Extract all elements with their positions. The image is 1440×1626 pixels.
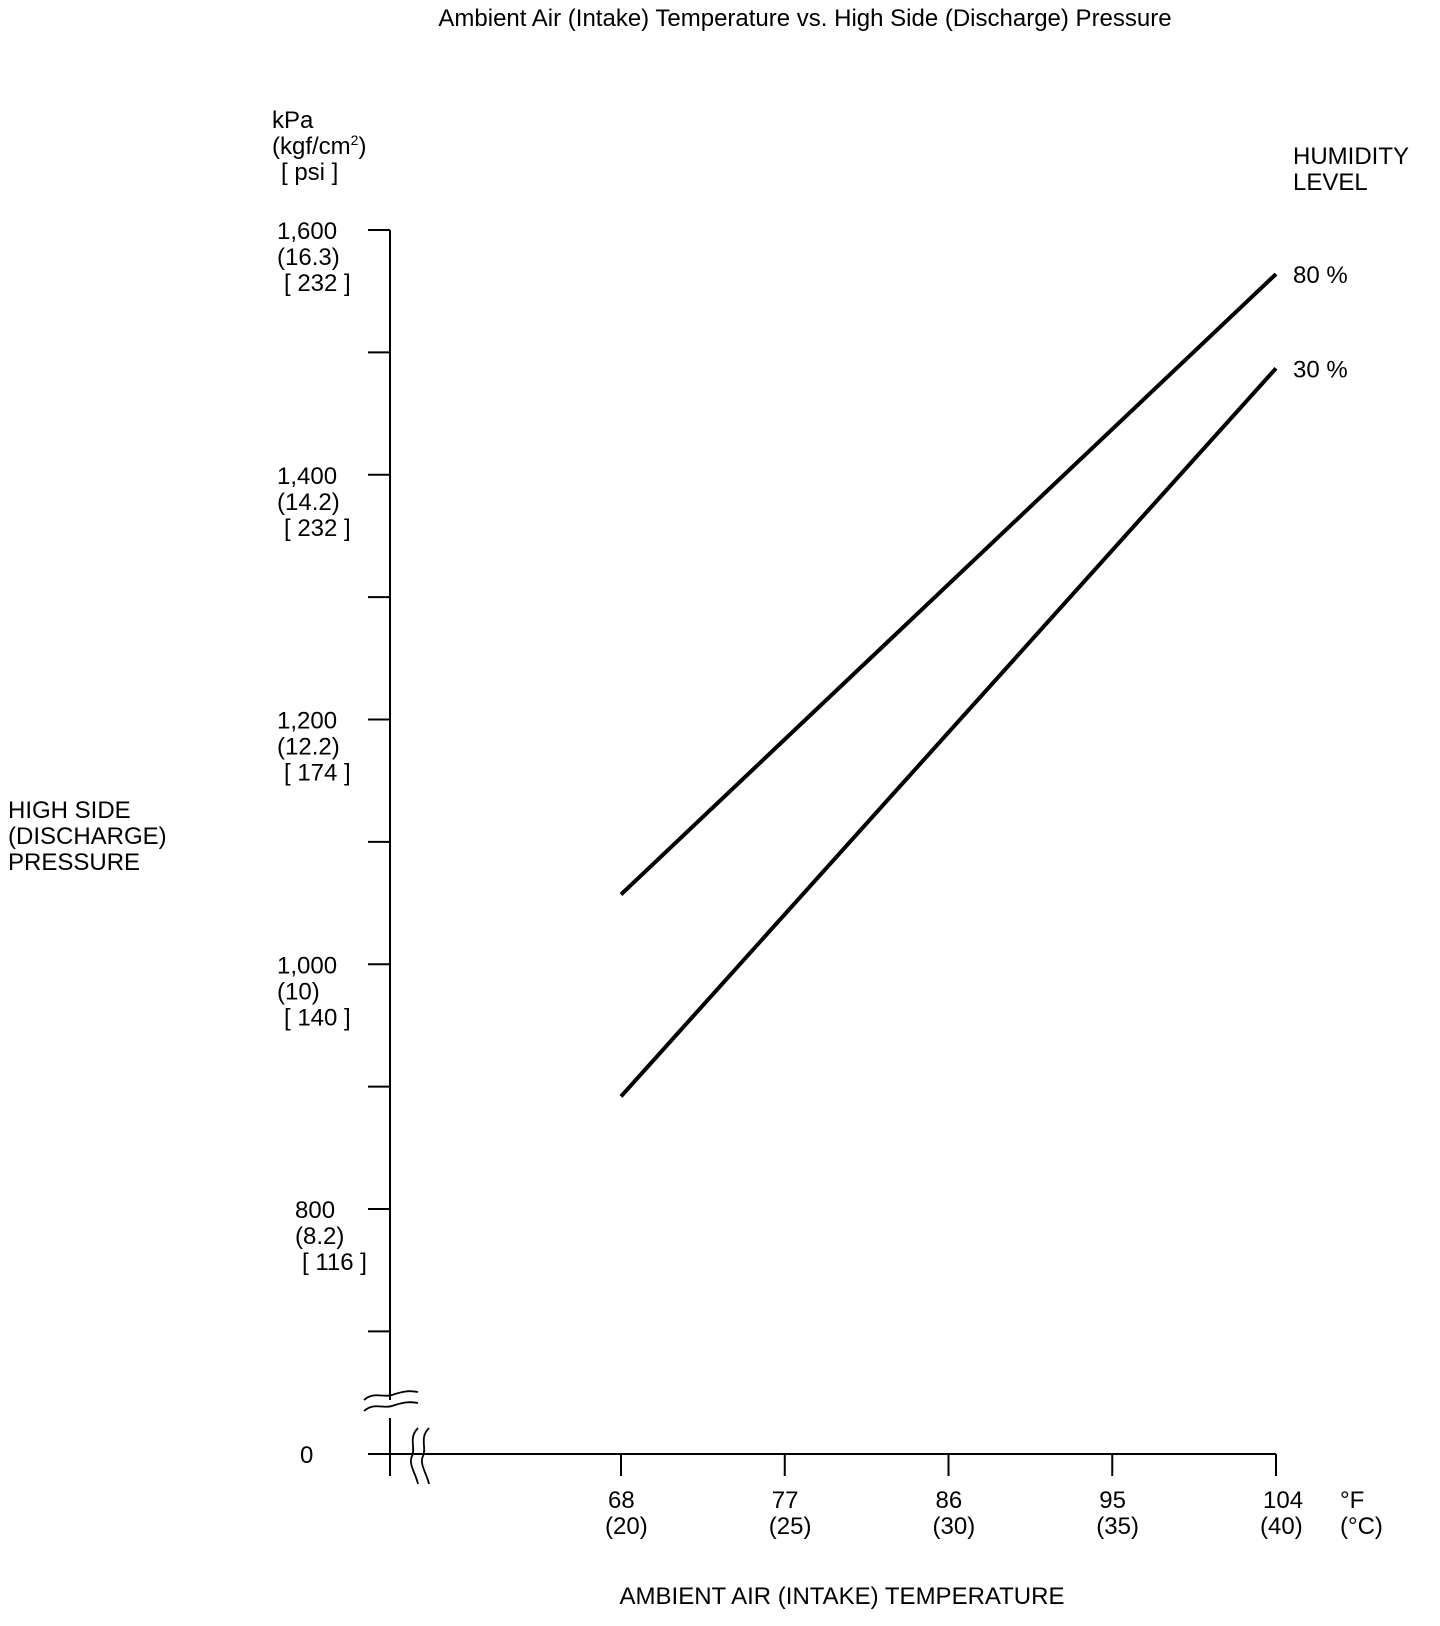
y-axis-title-line: (DISCHARGE) <box>8 823 167 850</box>
y-tick-label: 1,200 <box>277 708 337 735</box>
y-tick-label: (16.3) <box>277 244 340 271</box>
y-unit-superscript: 2 <box>351 132 359 148</box>
y-unit-kgf: (kgf/cm2) <box>272 132 366 160</box>
y-tick-label: [ 232 ] <box>284 270 351 297</box>
y-tick-label: [ 140 ] <box>284 1004 351 1031</box>
y-tick-label: 1,400 <box>277 463 337 490</box>
y-ticks: 1,600(16.3)[ 232 ]1,400(14.2)[ 232 ]1,20… <box>277 218 390 1469</box>
x-tick-label: 68 <box>608 1487 635 1514</box>
y-axis-title: HIGH SIDE (DISCHARGE) PRESSURE <box>8 797 167 876</box>
y-unit-psi: [ psi ] <box>281 159 338 186</box>
y-tick-label: (12.2) <box>277 734 340 761</box>
series-line <box>619 366 1278 1098</box>
y-break-wave <box>363 1401 419 1412</box>
axis-break-symbol <box>363 1390 430 1485</box>
y-tick-label: (14.2) <box>277 489 340 516</box>
y-tick-label: [ 116 ] <box>302 1249 367 1276</box>
series-line <box>619 272 1278 896</box>
y-unit-close-paren: ) <box>358 133 366 160</box>
y-tick-label: [ 174 ] <box>284 760 351 787</box>
y-tick-label: 1,600 <box>277 218 337 245</box>
x-tick-label: 86 <box>936 1487 963 1514</box>
x-tick-sublabel: (25) <box>769 1513 812 1540</box>
y-unit-kgf-text: (kgf/cm <box>272 133 351 160</box>
y-tick-label: 1,000 <box>277 952 337 979</box>
x-ticks: 68(20) 77(25) 86(30) 95(35) 104(40) <box>605 1454 1303 1540</box>
x-tick-label: 95 <box>1099 1487 1126 1514</box>
x-tick-sublabel: (20) <box>605 1513 648 1540</box>
series-lines: 80 % 30 % <box>619 262 1348 1098</box>
x-unit-fahrenheit: °F <box>1340 1487 1364 1514</box>
legend-title-line: LEVEL <box>1293 169 1368 196</box>
y-tick-label: (10) <box>277 978 320 1005</box>
y-tick-label: [ 232 ] <box>284 515 351 542</box>
x-tick-sublabel: (40) <box>1260 1513 1303 1540</box>
x-tick-sublabel: (35) <box>1096 1513 1139 1540</box>
y-zero-label: 0 <box>300 1442 313 1469</box>
x-tick-label: 77 <box>772 1487 799 1514</box>
series-label: 30 % <box>1293 356 1348 383</box>
x-axis-title: AMBIENT AIR (INTAKE) TEMPERATURE <box>620 1583 1065 1610</box>
y-axis-title-line: HIGH SIDE <box>8 797 131 824</box>
y-unit-kpa: kPa <box>272 107 314 134</box>
x-break-wave <box>410 1427 419 1485</box>
x-tick-label: 104 <box>1263 1487 1303 1514</box>
chart-title: Ambient Air (Intake) Temperature vs. Hig… <box>438 5 1171 32</box>
x-unit-celsius: (°C) <box>1340 1513 1383 1540</box>
legend-title: HUMIDITY LEVEL <box>1293 143 1409 196</box>
x-break-wave <box>421 1427 430 1485</box>
legend-title-line: HUMIDITY <box>1293 143 1409 170</box>
y-tick-label: 800 <box>295 1197 335 1224</box>
y-break-wave <box>363 1390 419 1401</box>
x-tick-sublabel: (30) <box>933 1513 976 1540</box>
y-tick-label: (8.2) <box>295 1223 344 1250</box>
series-label: 80 % <box>1293 262 1348 289</box>
y-units-label: kPa (kgf/cm2) [ psi ] <box>272 107 366 186</box>
y-axis-title-line: PRESSURE <box>8 849 140 876</box>
